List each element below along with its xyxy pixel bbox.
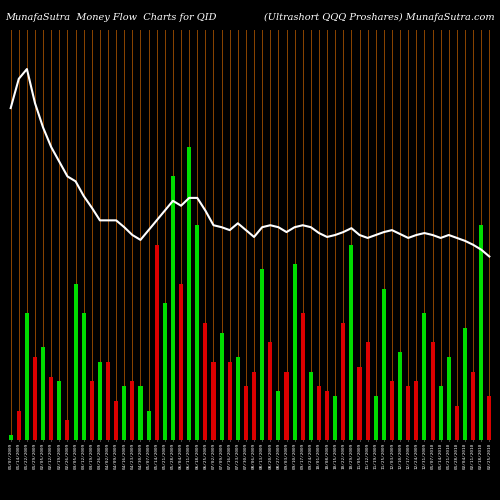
Bar <box>276 391 280 440</box>
Bar <box>204 323 208 440</box>
Bar <box>244 386 248 440</box>
Bar <box>66 420 70 440</box>
Bar <box>252 372 256 440</box>
Bar <box>398 352 402 440</box>
Bar <box>358 367 362 440</box>
Bar <box>163 304 167 440</box>
Bar <box>90 382 94 440</box>
Bar <box>350 245 354 440</box>
Bar <box>471 372 475 440</box>
Bar <box>317 386 321 440</box>
Bar <box>130 382 134 440</box>
Bar <box>17 410 21 440</box>
Bar <box>98 362 102 440</box>
Bar <box>463 328 467 440</box>
Text: (Ultrashort QQQ Proshares) MunafaSutra.com: (Ultrashort QQQ Proshares) MunafaSutra.c… <box>264 12 495 22</box>
Bar <box>122 386 126 440</box>
Bar <box>414 382 418 440</box>
Bar <box>187 147 191 440</box>
Bar <box>74 284 78 440</box>
Bar <box>342 323 345 440</box>
Bar <box>382 288 386 440</box>
Bar <box>260 269 264 440</box>
Bar <box>438 386 442 440</box>
Bar <box>292 264 296 440</box>
Bar <box>333 396 337 440</box>
Bar <box>220 332 224 440</box>
Bar <box>455 406 459 440</box>
Bar <box>146 410 150 440</box>
Bar <box>25 313 29 440</box>
Bar <box>114 401 118 440</box>
Bar <box>390 382 394 440</box>
Bar <box>82 313 86 440</box>
Bar <box>106 362 110 440</box>
Bar <box>171 176 175 440</box>
Bar <box>138 386 142 440</box>
Text: MunafaSutra  Money Flow  Charts for QID: MunafaSutra Money Flow Charts for QID <box>5 12 216 22</box>
Bar <box>268 342 272 440</box>
Bar <box>366 342 370 440</box>
Bar <box>479 225 483 440</box>
Bar <box>179 284 183 440</box>
Bar <box>236 357 240 440</box>
Bar <box>212 362 216 440</box>
Bar <box>300 313 305 440</box>
Bar <box>58 382 62 440</box>
Bar <box>446 357 451 440</box>
Bar <box>228 362 232 440</box>
Bar <box>325 391 329 440</box>
Bar <box>406 386 410 440</box>
Bar <box>488 396 492 440</box>
Bar <box>422 313 426 440</box>
Bar <box>195 225 200 440</box>
Bar <box>41 348 45 440</box>
Bar <box>49 376 54 440</box>
Bar <box>154 245 158 440</box>
Bar <box>8 435 12 440</box>
Bar <box>309 372 313 440</box>
Bar <box>33 357 37 440</box>
Bar <box>430 342 434 440</box>
Bar <box>374 396 378 440</box>
Bar <box>284 372 288 440</box>
